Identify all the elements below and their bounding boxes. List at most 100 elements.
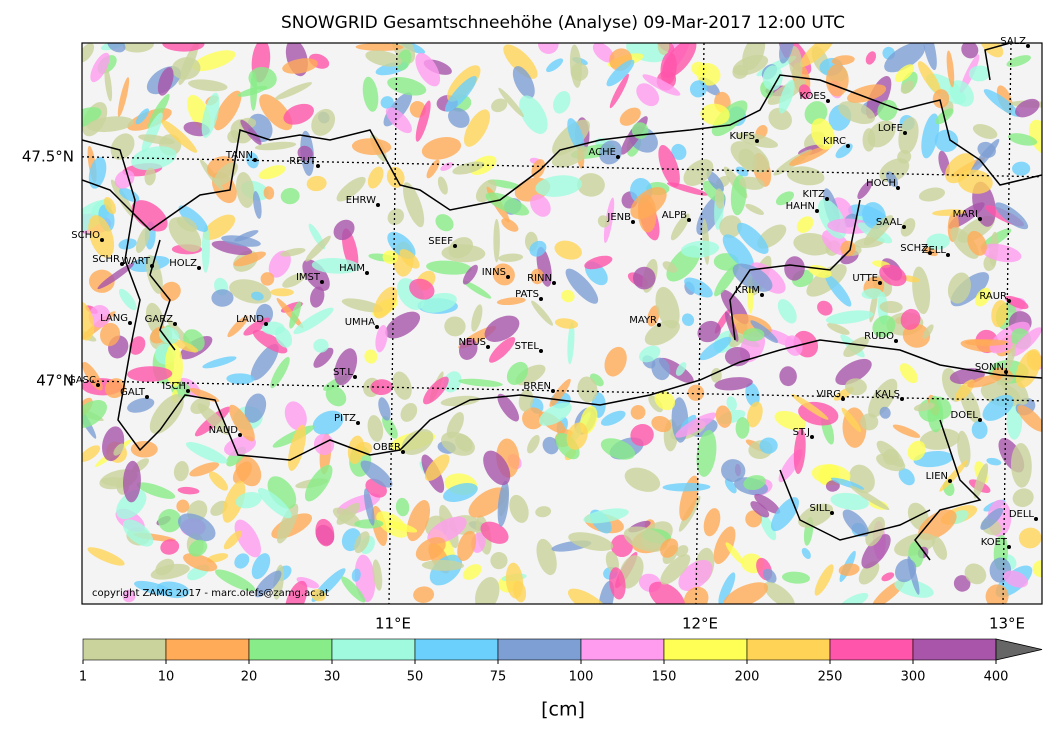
- snow-patch: [763, 568, 777, 584]
- snow-patch: [961, 43, 979, 59]
- colorbar-bin: [82, 638, 167, 661]
- snow-patch: [178, 205, 208, 232]
- snow-patch: [934, 129, 959, 152]
- snow-patch: [845, 378, 867, 396]
- snow-patch: [917, 61, 941, 95]
- snow-patch: [512, 66, 535, 99]
- snow-patch: [986, 457, 1002, 466]
- snow-patch: [380, 96, 394, 109]
- snow-patch: [423, 376, 449, 405]
- snow-patch: [565, 268, 599, 304]
- snow-patch: [160, 539, 180, 555]
- snow-patch: [134, 580, 173, 596]
- station-dot: [264, 322, 268, 326]
- snow-patch: [110, 133, 135, 160]
- snow-patch: [251, 553, 271, 580]
- snow-patch: [1017, 405, 1042, 432]
- station-dot: [401, 450, 405, 454]
- snow-patch: [687, 384, 705, 401]
- snow-patch: [647, 305, 660, 327]
- snow-patch: [763, 581, 795, 604]
- snow-patch: [981, 243, 1022, 263]
- station-dot: [486, 345, 490, 349]
- snow-patch: [444, 316, 466, 337]
- station-dot: [830, 511, 834, 515]
- snow-patch: [570, 62, 589, 81]
- station-label: RAUR: [979, 291, 1007, 302]
- snow-patch: [932, 89, 950, 109]
- station-dot: [902, 225, 906, 229]
- snow-patch: [919, 428, 961, 450]
- snow-patch: [953, 575, 971, 592]
- colorbar-bin: [248, 638, 333, 661]
- snow-patch: [88, 304, 111, 328]
- station-label: ISCH: [162, 381, 186, 392]
- snow-patch: [567, 118, 585, 151]
- station-dot: [353, 375, 357, 379]
- snow-patch: [542, 436, 559, 455]
- snow-patch: [1015, 98, 1040, 118]
- snow-patch: [630, 404, 646, 420]
- snow-patch: [248, 67, 277, 90]
- snow-patch: [211, 289, 234, 307]
- colorbar-bin: [746, 638, 831, 661]
- snow-patch: [386, 521, 418, 533]
- snow-patch: [718, 572, 736, 604]
- snow-patch: [305, 235, 331, 262]
- snow-patch: [651, 416, 672, 433]
- snow-patch: [183, 553, 218, 572]
- station-label: KALS: [875, 389, 900, 400]
- station-label: HOLZ: [169, 258, 197, 269]
- station-label: KUFS: [729, 131, 755, 142]
- snow-patch: [538, 402, 572, 426]
- snow-patch: [598, 140, 623, 165]
- station-label: PATS: [515, 289, 539, 300]
- snow-patch: [310, 589, 326, 602]
- snow-patch: [104, 66, 113, 102]
- snow-patch: [789, 146, 830, 166]
- snow-patch: [876, 453, 906, 472]
- station-dot: [320, 280, 324, 284]
- snow-patch: [462, 564, 482, 580]
- snow-patch: [355, 43, 404, 51]
- snow-patch: [336, 176, 366, 202]
- snow-patch: [683, 159, 714, 186]
- snow-patch: [130, 440, 158, 458]
- snow-patch: [810, 118, 835, 150]
- snow-patch: [382, 415, 398, 439]
- station-dot: [173, 322, 177, 326]
- snow-patch: [270, 288, 294, 297]
- snow-patch: [257, 488, 292, 519]
- station-label: NAUD: [209, 425, 239, 436]
- snow-patch: [554, 240, 582, 260]
- snow-patch: [747, 401, 763, 428]
- snow-patch: [671, 143, 687, 161]
- snow-patch: [1008, 133, 1038, 146]
- snow-patch: [839, 592, 869, 604]
- snow-patch: [492, 263, 515, 286]
- snow-patch: [994, 202, 1029, 230]
- snow-patch: [814, 564, 834, 596]
- station-label: SAAL: [876, 217, 902, 228]
- snow-patch: [939, 459, 968, 492]
- snow-patch: [86, 116, 134, 133]
- snow-patch: [684, 277, 713, 298]
- snow-patch: [630, 187, 667, 220]
- snow-patch: [793, 428, 806, 475]
- lat-label: 47.5°N: [22, 147, 74, 165]
- snow-patch: [1012, 161, 1031, 176]
- snow-patch: [440, 162, 454, 172]
- snow-patch: [480, 521, 509, 544]
- station-label: KOET: [981, 537, 1008, 548]
- snow-patch: [898, 117, 919, 155]
- snow-patch: [158, 509, 182, 533]
- snow-patch: [796, 216, 814, 233]
- snow-patch: [949, 80, 974, 107]
- snow-patch: [892, 424, 921, 438]
- snow-patch: [149, 394, 184, 434]
- station-label: JENB: [606, 212, 631, 223]
- snow-patch: [957, 169, 993, 194]
- snow-patch: [606, 59, 635, 87]
- snow-patch: [312, 410, 344, 435]
